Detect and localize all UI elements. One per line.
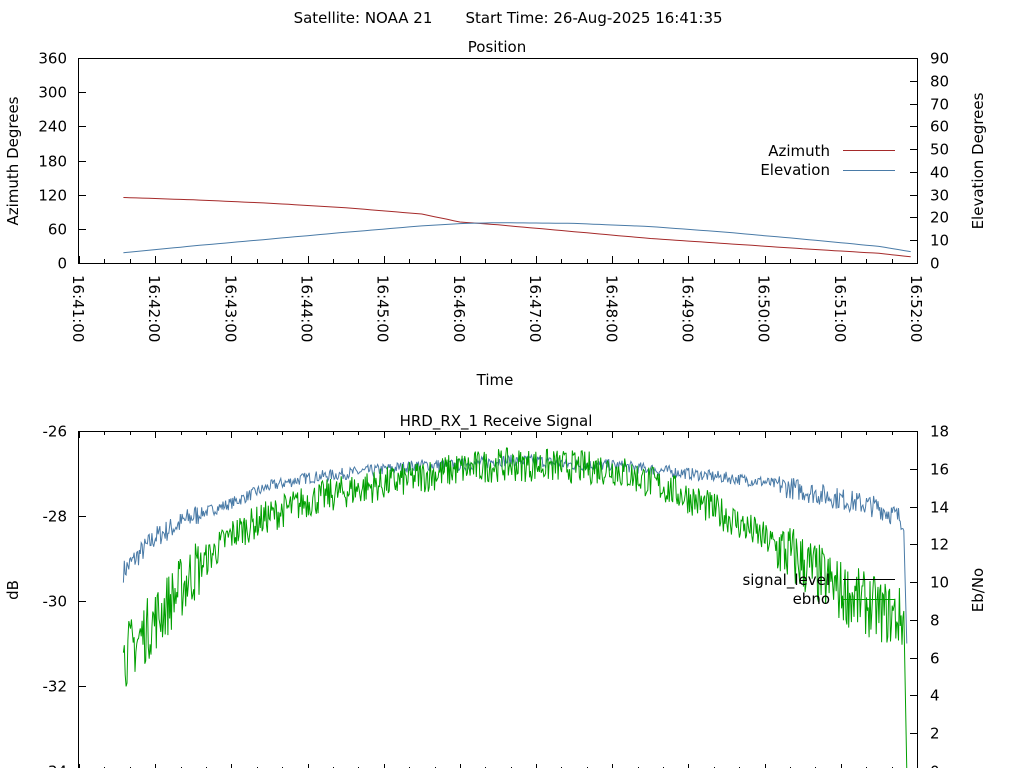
position-y2-tick-label: 70 [930, 96, 949, 114]
position-x-tick-label: 16:43:00 [221, 275, 239, 342]
position-x-tick-label: 16:42:00 [145, 275, 163, 342]
position-plot-frame [78, 58, 918, 264]
signal-y2-tick-label: 10 [930, 574, 949, 592]
position-xlabel: Time [476, 371, 514, 389]
signal-y2-tick-label: 14 [930, 499, 949, 517]
position-y-tick-label: 60 [48, 221, 67, 239]
position-y2-tick-label: 0 [930, 255, 940, 273]
signal-chart-title: HRD_RX_1 Receive Signal [400, 412, 593, 431]
position-y2label: Elevation Degrees [969, 92, 987, 229]
signal-y2label: Eb/No [969, 568, 987, 612]
signal-y-tick-label: -30 [43, 593, 68, 611]
position-y-tick-label: 300 [38, 84, 67, 102]
position-legend: Azimuth Elevation [760, 142, 895, 179]
position-y2-tick-label: 20 [930, 209, 949, 227]
signal-y2-tick-label: 8 [930, 612, 940, 630]
position-x-tick-label: 16:52:00 [907, 275, 925, 342]
position-ylabel: Azimuth Degrees [4, 96, 22, 225]
position-x-tick-label: 16:49:00 [678, 275, 696, 342]
position-x-tick-label: 16:48:00 [602, 275, 620, 342]
position-y2-tick-label: 30 [930, 187, 949, 205]
position-x-tick-label: 16:41:00 [69, 275, 87, 342]
position-chart-title: Position [468, 38, 526, 56]
signal-chart: HRD_RX_1 Receive Signal -34 -32 -30 -28 -26 0… [4, 412, 987, 768]
signal-ylabel: dB [4, 580, 22, 600]
signal-y-tick-label: -26 [43, 423, 68, 441]
position-y-tick-label: 360 [38, 50, 67, 68]
position-x-tick-label: 16:47:00 [526, 275, 544, 342]
position-y2-tick-label: 40 [930, 164, 949, 182]
position-y-tick-label: 180 [38, 153, 67, 171]
position-series-elevation [123, 222, 911, 254]
position-y2-tick-label: 50 [930, 141, 949, 159]
signal-series [122, 447, 908, 768]
position-y2-tick-label: 60 [930, 118, 949, 136]
signal-y2-tick-label: 4 [930, 687, 940, 705]
position-series-azimuth [123, 197, 911, 258]
legend-label-signal-level: signal_level [742, 571, 830, 590]
signal-series-ebno [122, 447, 908, 768]
position-y2-tick-label: 80 [930, 73, 949, 91]
legend-label-azimuth: Azimuth [768, 142, 830, 160]
position-chart: Position 16:41:00 16:42:00 16:43:00 16:44:0… [4, 38, 987, 389]
signal-plot-frame [78, 431, 918, 768]
signal-y2-tick-label: 18 [930, 423, 949, 441]
signal-y2-tick-label: 2 [930, 725, 940, 743]
signal-y-tick-label: -28 [43, 508, 68, 526]
legend-label-ebno: ebno [793, 590, 830, 608]
position-x-tick-label: 16:46:00 [450, 275, 468, 342]
position-y2-tick-label: 90 [930, 50, 949, 68]
signal-axis-ticks: -34 -32 -30 -28 -26 0 2 4 6 8 10 12 14 16 18 [43, 423, 949, 768]
start-time-label: Start Time: 26-Aug-2025 16:41:35 [465, 9, 722, 27]
signal-series-signal-level [122, 453, 908, 644]
signal-y2-tick-label: 12 [930, 536, 949, 554]
position-y-tick-label: 0 [57, 255, 67, 273]
legend-label-elevation: Elevation [760, 161, 830, 179]
signal-y2-tick-label: 0 [930, 763, 940, 768]
position-y2-tick-label: 10 [930, 232, 949, 250]
position-x-tick-label: 16:50:00 [755, 275, 773, 342]
signal-y2-tick-label: 6 [930, 650, 940, 668]
position-x-tick-label: 16:44:00 [298, 275, 316, 342]
position-y-tick-label: 240 [38, 118, 67, 136]
position-x-tick-label: 16:51:00 [831, 275, 849, 342]
position-x-tick-label: 16:45:00 [374, 275, 392, 342]
signal-y2-tick-label: 16 [930, 461, 949, 479]
position-axis-ticks: 16:41:00 16:42:00 16:43:00 16:44:00 16:45:00… [38, 50, 949, 343]
position-series [123, 197, 911, 258]
signal-legend: signal_level ebno [742, 571, 895, 608]
position-y-tick-label: 120 [38, 187, 67, 205]
signal-y-tick-label: -34 [43, 763, 68, 768]
satellite-label: Satellite: NOAA 21 [294, 9, 433, 27]
signal-y-tick-label: -32 [43, 678, 68, 696]
